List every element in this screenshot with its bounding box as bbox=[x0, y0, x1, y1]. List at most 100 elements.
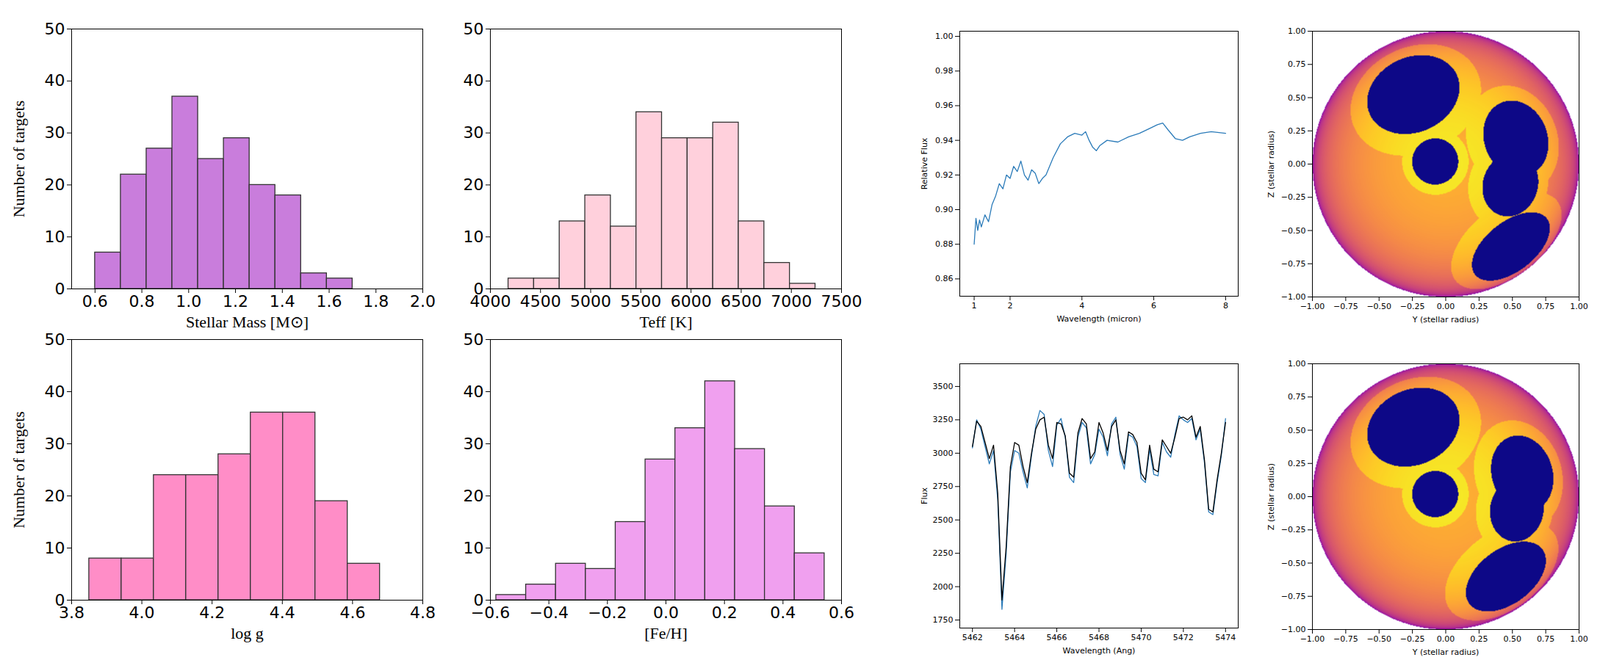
svg-text:−1.00: −1.00 bbox=[1281, 625, 1307, 635]
svg-text:5474: 5474 bbox=[1215, 633, 1236, 643]
svg-text:−0.50: −0.50 bbox=[1366, 634, 1392, 645]
svg-text:−0.75: −0.75 bbox=[1281, 259, 1307, 269]
svg-text:4: 4 bbox=[1079, 301, 1085, 311]
svg-text:0.2: 0.2 bbox=[711, 603, 738, 623]
svg-text:30: 30 bbox=[463, 123, 485, 142]
svg-text:2500: 2500 bbox=[932, 515, 954, 526]
svg-text:Y (stellar radius): Y (stellar radius) bbox=[1411, 647, 1480, 658]
svg-text:6: 6 bbox=[1151, 301, 1157, 311]
svg-text:5468: 5468 bbox=[1088, 633, 1110, 643]
svg-text:Z (stellar radius): Z (stellar radius) bbox=[1266, 463, 1277, 531]
svg-text:7000: 7000 bbox=[770, 292, 812, 311]
svg-text:−0.50: −0.50 bbox=[1366, 301, 1392, 312]
svg-text:0: 0 bbox=[55, 279, 66, 299]
svg-text:20: 20 bbox=[44, 487, 66, 506]
svg-text:Flux: Flux bbox=[919, 487, 930, 505]
svg-text:0.75: 0.75 bbox=[1536, 301, 1556, 312]
svg-text:1.00: 1.00 bbox=[1569, 634, 1589, 645]
svg-text:30: 30 bbox=[44, 123, 66, 142]
svg-text:2750: 2750 bbox=[932, 481, 954, 492]
svg-text:5000: 5000 bbox=[570, 292, 612, 311]
svg-text:3500: 3500 bbox=[932, 382, 954, 392]
svg-text:1.00: 1.00 bbox=[1287, 26, 1307, 36]
svg-text:1: 1 bbox=[971, 301, 978, 311]
svg-text:Y (stellar radius): Y (stellar radius) bbox=[1411, 315, 1480, 325]
svg-text:Wavelength (Ang): Wavelength (Ang) bbox=[1062, 646, 1136, 657]
svg-text:4000: 4000 bbox=[470, 292, 512, 311]
svg-text:−0.25: −0.25 bbox=[1281, 192, 1307, 203]
svg-text:5464: 5464 bbox=[1004, 633, 1025, 643]
svg-text:4500: 4500 bbox=[520, 292, 562, 311]
svg-text:5462: 5462 bbox=[962, 633, 983, 643]
svg-text:0.90: 0.90 bbox=[935, 204, 954, 215]
svg-text:Relative Flux: Relative Flux bbox=[919, 137, 930, 190]
svg-text:1.00: 1.00 bbox=[1287, 359, 1307, 369]
svg-text:10: 10 bbox=[44, 227, 66, 247]
svg-text:1.8: 1.8 bbox=[362, 292, 389, 311]
svg-text:0.00: 0.00 bbox=[1436, 301, 1456, 312]
svg-text:50: 50 bbox=[463, 330, 485, 349]
svg-text:0.4: 0.4 bbox=[769, 603, 796, 623]
svg-text:log g: log g bbox=[230, 624, 264, 643]
svg-text:40: 40 bbox=[463, 71, 485, 90]
svg-text:−0.25: −0.25 bbox=[1281, 525, 1307, 535]
svg-text:0.6: 0.6 bbox=[828, 603, 855, 623]
svg-text:50: 50 bbox=[44, 19, 66, 39]
svg-text:−0.75: −0.75 bbox=[1333, 301, 1359, 312]
svg-text:Number of targets: Number of targets bbox=[9, 411, 28, 529]
svg-text:20: 20 bbox=[463, 175, 485, 194]
svg-text:3000: 3000 bbox=[932, 448, 954, 459]
svg-text:0.8: 0.8 bbox=[129, 292, 156, 311]
svg-text:0.00: 0.00 bbox=[1436, 634, 1456, 645]
svg-text:6000: 6000 bbox=[670, 292, 712, 311]
svg-text:40: 40 bbox=[463, 382, 485, 402]
svg-text:0.86: 0.86 bbox=[935, 274, 954, 284]
svg-text:20: 20 bbox=[463, 487, 485, 506]
svg-text:1.0: 1.0 bbox=[175, 292, 202, 311]
svg-text:0.50: 0.50 bbox=[1287, 426, 1307, 436]
svg-text:−0.6: −0.6 bbox=[470, 603, 510, 623]
svg-text:Wavelength (micron): Wavelength (micron) bbox=[1056, 314, 1141, 324]
svg-text:0.98: 0.98 bbox=[935, 66, 954, 76]
svg-text:3.8: 3.8 bbox=[58, 603, 85, 623]
svg-text:−0.50: −0.50 bbox=[1281, 559, 1307, 569]
svg-text:1.6: 1.6 bbox=[316, 292, 343, 311]
svg-text:20: 20 bbox=[44, 175, 66, 194]
svg-text:1.00: 1.00 bbox=[1569, 301, 1589, 312]
svg-text:0.75: 0.75 bbox=[1287, 392, 1307, 402]
svg-text:2: 2 bbox=[1007, 301, 1013, 311]
svg-text:7500: 7500 bbox=[821, 292, 863, 311]
svg-text:3250: 3250 bbox=[932, 415, 954, 425]
svg-text:50: 50 bbox=[463, 19, 485, 39]
svg-text:10: 10 bbox=[463, 539, 485, 558]
svg-text:10: 10 bbox=[44, 539, 66, 558]
svg-text:0.25: 0.25 bbox=[1287, 459, 1307, 469]
svg-text:[Fe/H]: [Fe/H] bbox=[644, 624, 688, 643]
svg-text:0.25: 0.25 bbox=[1287, 126, 1307, 136]
svg-text:0.75: 0.75 bbox=[1536, 634, 1556, 645]
svg-text:0.0: 0.0 bbox=[653, 603, 679, 623]
svg-text:6500: 6500 bbox=[720, 292, 762, 311]
svg-text:4.2: 4.2 bbox=[199, 603, 225, 623]
svg-text:0.50: 0.50 bbox=[1287, 93, 1307, 103]
svg-text:0.50: 0.50 bbox=[1503, 301, 1523, 312]
svg-text:5466: 5466 bbox=[1046, 633, 1068, 643]
svg-text:4.6: 4.6 bbox=[339, 603, 366, 623]
svg-text:−0.2: −0.2 bbox=[587, 603, 627, 623]
svg-text:2000: 2000 bbox=[932, 582, 954, 593]
svg-text:4.8: 4.8 bbox=[409, 603, 436, 623]
svg-text:−1.00: −1.00 bbox=[1281, 292, 1307, 302]
svg-text:40: 40 bbox=[44, 382, 66, 402]
svg-text:Z (stellar radius): Z (stellar radius) bbox=[1266, 130, 1277, 198]
svg-text:8: 8 bbox=[1223, 301, 1229, 311]
svg-text:4.4: 4.4 bbox=[269, 603, 296, 623]
svg-text:40: 40 bbox=[44, 71, 66, 90]
svg-text:0.25: 0.25 bbox=[1469, 301, 1489, 312]
svg-text:0.75: 0.75 bbox=[1287, 59, 1307, 70]
svg-text:0.00: 0.00 bbox=[1287, 492, 1307, 502]
svg-text:−0.25: −0.25 bbox=[1400, 301, 1426, 312]
svg-text:−0.4: −0.4 bbox=[528, 603, 568, 623]
svg-text:0.96: 0.96 bbox=[935, 100, 954, 111]
svg-text:5500: 5500 bbox=[620, 292, 662, 311]
svg-text:1.2: 1.2 bbox=[222, 292, 249, 311]
